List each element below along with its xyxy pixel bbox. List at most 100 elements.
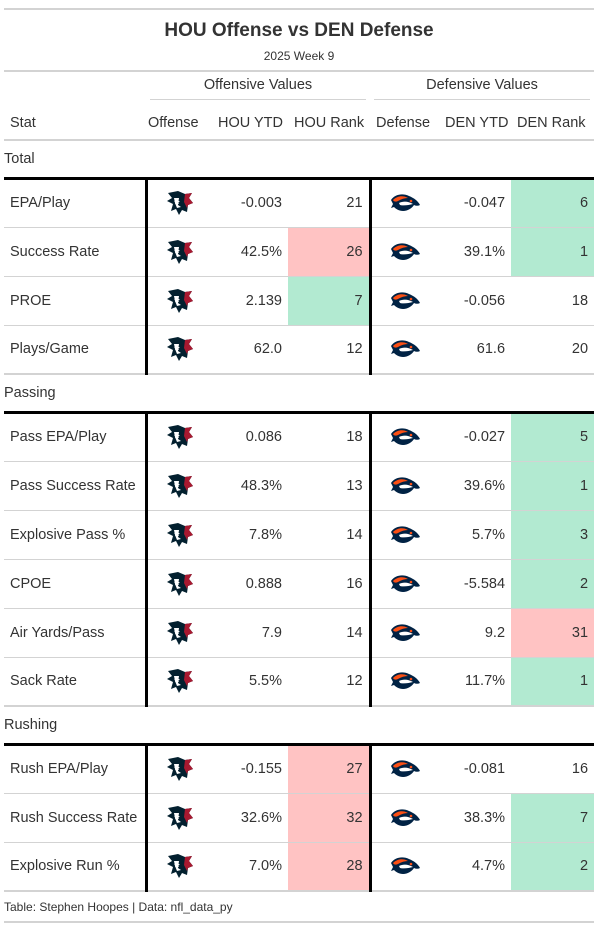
stat-label: Success Rate — [4, 227, 148, 277]
hou-rank-value: 26 — [288, 227, 372, 277]
den-ytd-value: -0.047 — [439, 178, 512, 228]
defense-logo — [370, 461, 440, 511]
offense-logo — [146, 276, 212, 326]
stat-label: Pass Success Rate — [4, 461, 148, 511]
den-rank-value: 2 — [511, 559, 595, 609]
hou-rank-value: 7 — [288, 276, 372, 326]
broncos-logo-icon — [391, 760, 421, 777]
broncos-logo-icon — [391, 242, 421, 260]
offense-logo — [146, 227, 212, 277]
den-ytd-value: -0.027 — [439, 412, 512, 462]
table-row: Success Rate 42.5% 26 39.1% 1 — [4, 227, 595, 277]
defense-logo — [370, 657, 440, 707]
table-heading: HOU Offense vs DEN Defense 2025 Week 9 — [4, 8, 594, 72]
hou-rank-value: 27 — [288, 744, 372, 794]
comparison-table: Offensive Values Defensive Values Stat O… — [4, 72, 595, 923]
broncos-logo-icon — [391, 623, 421, 641]
table-row: Pass Success Rate 48.3% 13 39.6% 1 — [4, 461, 595, 511]
defense-logo — [370, 559, 440, 609]
offense-logo — [146, 842, 212, 892]
den-ytd-value: 5.7% — [439, 510, 512, 560]
hou-ytd-value: 0.086 — [212, 412, 288, 462]
group-row: Total — [4, 140, 595, 180]
table-row: Plays/Game 62.0 12 61.6 20 — [4, 325, 595, 375]
offense-logo — [146, 657, 212, 707]
stat-label: Rush EPA/Play — [4, 744, 148, 794]
hou-ytd-value: 7.0% — [212, 842, 288, 892]
hou-rank-value: 28 — [288, 842, 372, 892]
den-rank-value: 1 — [511, 657, 595, 707]
den-rank-value: 31 — [511, 608, 595, 658]
hou-rank-value: 13 — [288, 461, 372, 511]
defensive-spanner: Defensive Values — [370, 72, 594, 106]
texans-logo-icon — [166, 522, 193, 547]
stat-label: Air Yards/Pass — [4, 608, 148, 658]
broncos-logo-icon — [391, 857, 421, 875]
hou-ytd-value: 48.3% — [212, 461, 288, 511]
broncos-logo-icon — [391, 672, 421, 690]
hou-ytd-value: 5.5% — [212, 657, 288, 707]
texans-logo-icon — [166, 337, 193, 362]
col-den-ytd: DEN YTD — [439, 106, 512, 141]
group-row: Rushing — [4, 706, 595, 746]
defense-logo — [370, 276, 440, 326]
stat-label: Sack Rate — [4, 657, 148, 707]
den-ytd-value: 4.7% — [439, 842, 512, 892]
offense-logo — [146, 793, 212, 843]
hou-ytd-value: -0.003 — [212, 178, 288, 228]
table-row: Rush EPA/Play -0.155 27 -0.081 16 — [4, 744, 595, 794]
col-den-rank: DEN Rank — [511, 106, 595, 141]
group-label: Passing — [4, 374, 595, 414]
den-ytd-value: -0.056 — [439, 276, 512, 326]
den-rank-value: 2 — [511, 842, 595, 892]
group-label: Rushing — [4, 706, 595, 746]
hou-ytd-value: 62.0 — [212, 325, 288, 375]
den-rank-value: 18 — [511, 276, 595, 326]
offense-logo — [146, 559, 212, 609]
den-ytd-value: 39.6% — [439, 461, 512, 511]
spanner-row: Offensive Values Defensive Values — [4, 72, 594, 106]
group-label: Total — [4, 140, 595, 180]
den-rank-value: 3 — [511, 510, 595, 560]
texans-logo-icon — [166, 473, 193, 498]
table-subtitle: 2025 Week 9 — [263, 49, 335, 63]
offense-logo — [146, 325, 212, 375]
offense-logo — [146, 510, 212, 560]
table-row: PROE 2.139 7 -0.056 18 — [4, 276, 595, 326]
stat-label: PROE — [4, 276, 148, 326]
column-header-row: Stat Offense HOU YTD HOU Rank Defense DE… — [4, 106, 595, 141]
hou-ytd-value: 0.888 — [212, 559, 288, 609]
defense-logo — [370, 744, 440, 794]
stat-label: EPA/Play — [4, 178, 148, 228]
den-rank-value: 6 — [511, 178, 595, 228]
den-ytd-value: 11.7% — [439, 657, 512, 707]
defense-logo — [370, 412, 440, 462]
texans-logo-icon — [166, 288, 193, 313]
stat-label: Rush Success Rate — [4, 793, 148, 843]
offense-logo — [146, 744, 212, 794]
broncos-logo-icon — [391, 476, 421, 494]
den-ytd-value: 39.1% — [439, 227, 512, 277]
defense-logo — [370, 842, 440, 892]
stat-label: Explosive Pass % — [4, 510, 148, 560]
col-hou-rank: HOU Rank — [288, 106, 371, 141]
den-ytd-value: 61.6 — [439, 325, 512, 375]
hou-rank-value: 12 — [288, 657, 372, 707]
den-rank-value: 1 — [511, 461, 595, 511]
texans-logo-icon — [166, 191, 193, 215]
texans-logo-icon — [166, 757, 193, 781]
table-row: Air Yards/Pass 7.9 14 9.2 31 — [4, 608, 595, 658]
source-note-row: Table: Stephen Hoopes | Data: nfl_data_p… — [4, 891, 595, 923]
den-ytd-value: -5.584 — [439, 559, 512, 609]
col-stat: Stat — [4, 106, 146, 141]
stat-label: Plays/Game — [4, 325, 148, 375]
stat-label: CPOE — [4, 559, 148, 609]
hou-rank-value: 21 — [288, 178, 372, 228]
texans-logo-icon — [166, 620, 193, 645]
texans-logo-icon — [166, 854, 193, 879]
broncos-logo-icon — [391, 525, 421, 543]
table-row: Rush Success Rate 32.6% 32 38.3% 7 — [4, 793, 595, 843]
broncos-logo-icon — [391, 340, 421, 358]
col-offense: Offense — [146, 106, 212, 141]
